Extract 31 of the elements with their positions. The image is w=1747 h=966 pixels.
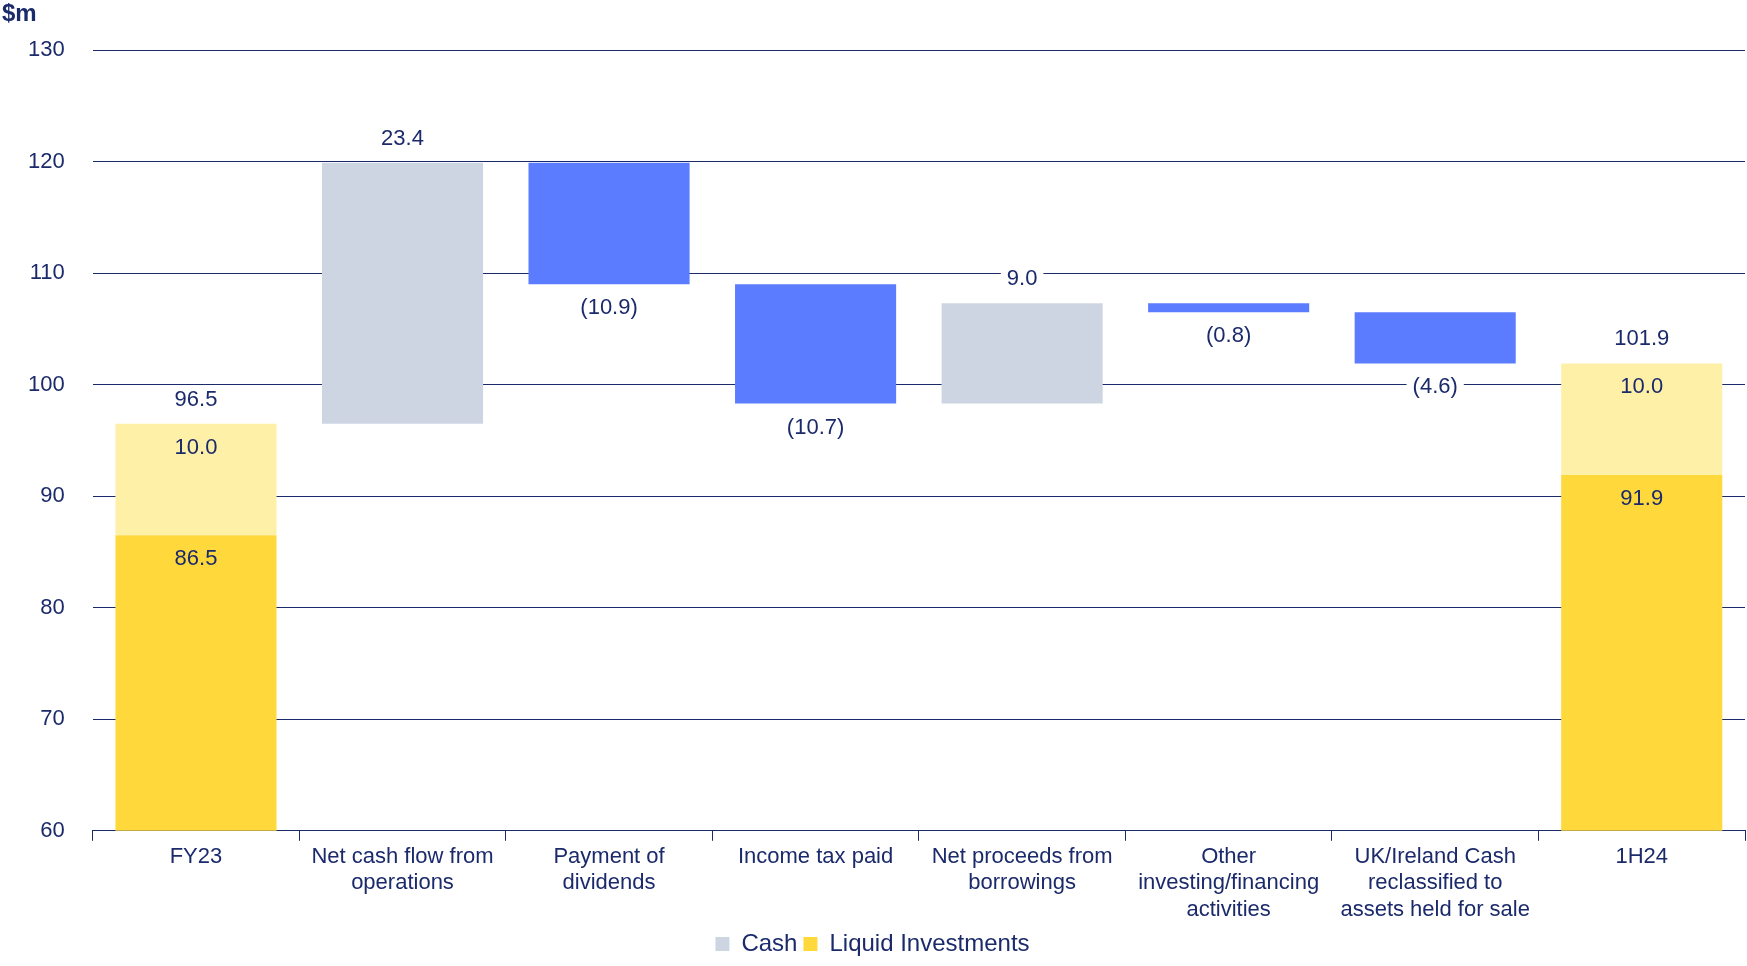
y-tick-label: 80 [40, 593, 65, 619]
total-label: 96.5 [174, 385, 218, 411]
data-label: (10.9) [580, 294, 638, 320]
legend-label: Liquid Investments [829, 928, 1030, 956]
y-tick-label: 110 [29, 259, 65, 285]
y-tick-label: 60 [40, 816, 65, 842]
total-label: 101.9 [1614, 325, 1670, 351]
x-tick-label: 1H24 [1615, 843, 1669, 869]
y-tick-label: 70 [40, 705, 65, 731]
x-tick-label: Payment of dividends [553, 843, 666, 895]
data-label: 10.0 [1620, 373, 1664, 399]
data-label: (4.6) [1412, 373, 1458, 399]
x-tick-label: UK/Ireland Cash reclassified to assets held for sale [1340, 843, 1530, 921]
data-label: (10.7) [786, 413, 845, 439]
legend-label: Cash [741, 928, 798, 956]
x-tick-label: Income tax paid [737, 843, 894, 869]
data-label: 23.4 [381, 124, 424, 150]
y-axis-title: $m [2, 0, 37, 26]
x-tick-label: Net proceeds from borrowings [931, 843, 1113, 895]
data-label: 9.0 [1006, 265, 1038, 291]
x-tick-label: Net cash flow from operations [311, 843, 494, 895]
data-label: 91.9 [1620, 485, 1664, 511]
x-tick-label: Other investing/financing activities [1138, 843, 1320, 921]
y-tick-label: 120 [27, 147, 65, 173]
data-label: 10.0 [174, 433, 218, 459]
data-label: 86.5 [174, 545, 218, 571]
x-tick-label: FY23 [169, 843, 223, 869]
y-tick-label: 100 [27, 370, 65, 396]
y-tick-label: 90 [40, 482, 65, 508]
y-tick-label: 130 [27, 36, 65, 62]
data-label: (0.8) [1206, 322, 1252, 348]
